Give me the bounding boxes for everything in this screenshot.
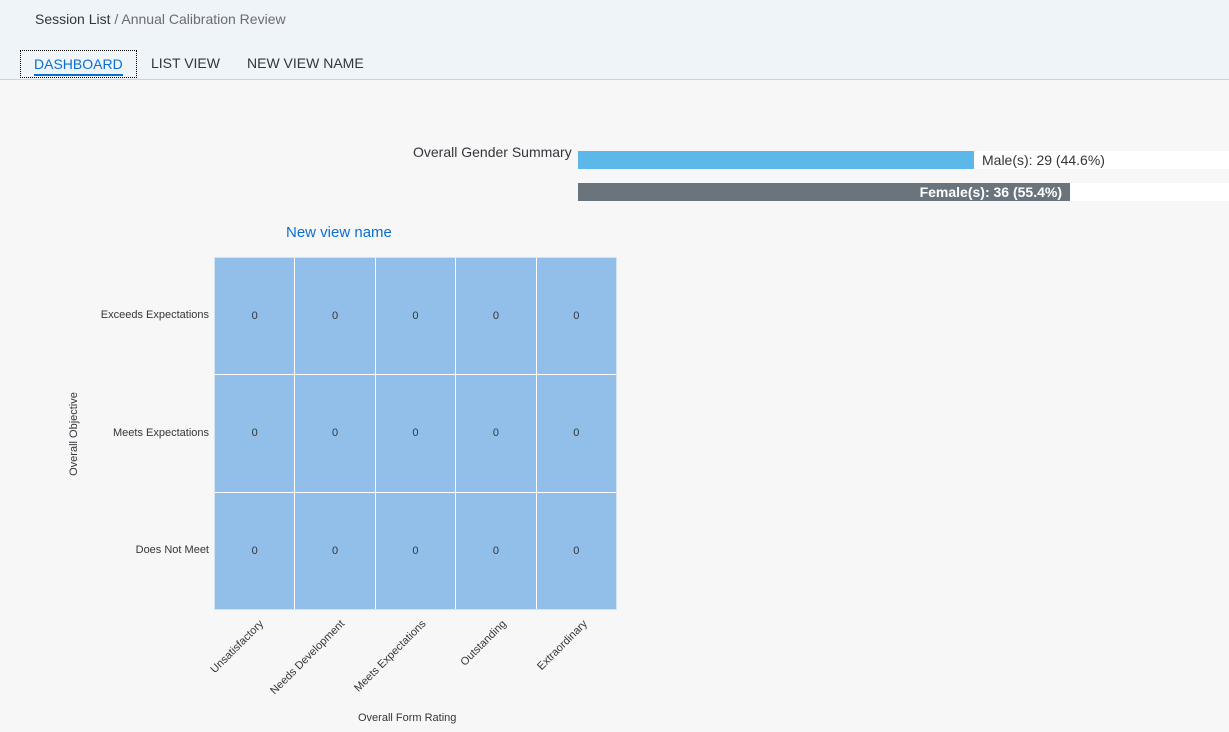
row-label: Exceeds Expectations (100, 309, 209, 321)
row-label: Meets Expectations (113, 427, 209, 439)
heatmap-cell[interactable]: 0 (215, 375, 295, 492)
tab-list-view[interactable]: LIST VIEW (151, 50, 220, 78)
heatmap-cell[interactable]: 0 (456, 375, 536, 492)
heatmap-cell[interactable]: 0 (295, 258, 375, 375)
female-bar-track[interactable]: Female(s): 36 (55.4%) (578, 183, 1229, 201)
male-bar-track[interactable]: Male(s): 29 (44.6%) (578, 151, 1229, 169)
heatmap-cell[interactable]: 0 (295, 492, 375, 609)
tab-dashboard-label: DASHBOARD (34, 56, 123, 76)
column-label: Outstanding (458, 618, 509, 669)
heatmap-cell[interactable]: 0 (295, 375, 375, 492)
column-label: Unsatisfactory (208, 618, 267, 676)
heatmap-cell[interactable]: 0 (536, 375, 616, 492)
heatmap-cell[interactable]: 0 (536, 258, 616, 375)
x-axis-title: Overall Form Rating (358, 712, 457, 724)
column-label: Extraordinary (535, 618, 590, 673)
male-bar-label: Male(s): 29 (44.6%) (982, 152, 1105, 168)
female-bar[interactable] (578, 183, 1070, 201)
breadcrumb: Session List / Annual Calibration Review (35, 11, 286, 27)
heatmap-cell[interactable]: 0 (215, 258, 295, 375)
tab-new-view-name[interactable]: NEW VIEW NAME (247, 50, 364, 78)
breadcrumb-session-list-link[interactable]: Session List (35, 11, 111, 27)
heatmap-title: New view name (286, 224, 392, 241)
column-label: Needs Development (268, 618, 348, 697)
heatmap-cell[interactable]: 0 (215, 492, 295, 609)
breadcrumb-current: Annual Calibration Review (121, 11, 286, 27)
heatmap-cell[interactable]: 0 (375, 492, 456, 609)
page-header: Session List / Annual Calibration Review… (0, 0, 1229, 80)
y-axis-title: Overall Objective (68, 392, 80, 476)
heatmap-cell[interactable]: 0 (456, 258, 536, 375)
heatmap-cell[interactable]: 0 (456, 492, 536, 609)
heatmap-cell[interactable]: 0 (375, 258, 456, 375)
male-bar[interactable] (578, 151, 974, 169)
row-label: Does Not Meet (135, 544, 209, 556)
gender-summary-title: Overall Gender Summary (413, 144, 572, 160)
female-bar-label: Female(s): 36 (55.4%) (919, 184, 1062, 200)
heatmap-cell[interactable]: 0 (536, 492, 616, 609)
tab-new-view-name-label: NEW VIEW NAME (247, 55, 364, 71)
heatmap-cell[interactable]: 0 (375, 375, 456, 492)
tab-dashboard[interactable]: DASHBOARD (20, 50, 137, 78)
column-label: Meets Expectations (352, 618, 429, 695)
breadcrumb-separator: / (110, 11, 122, 27)
tab-list-view-label: LIST VIEW (151, 55, 220, 71)
